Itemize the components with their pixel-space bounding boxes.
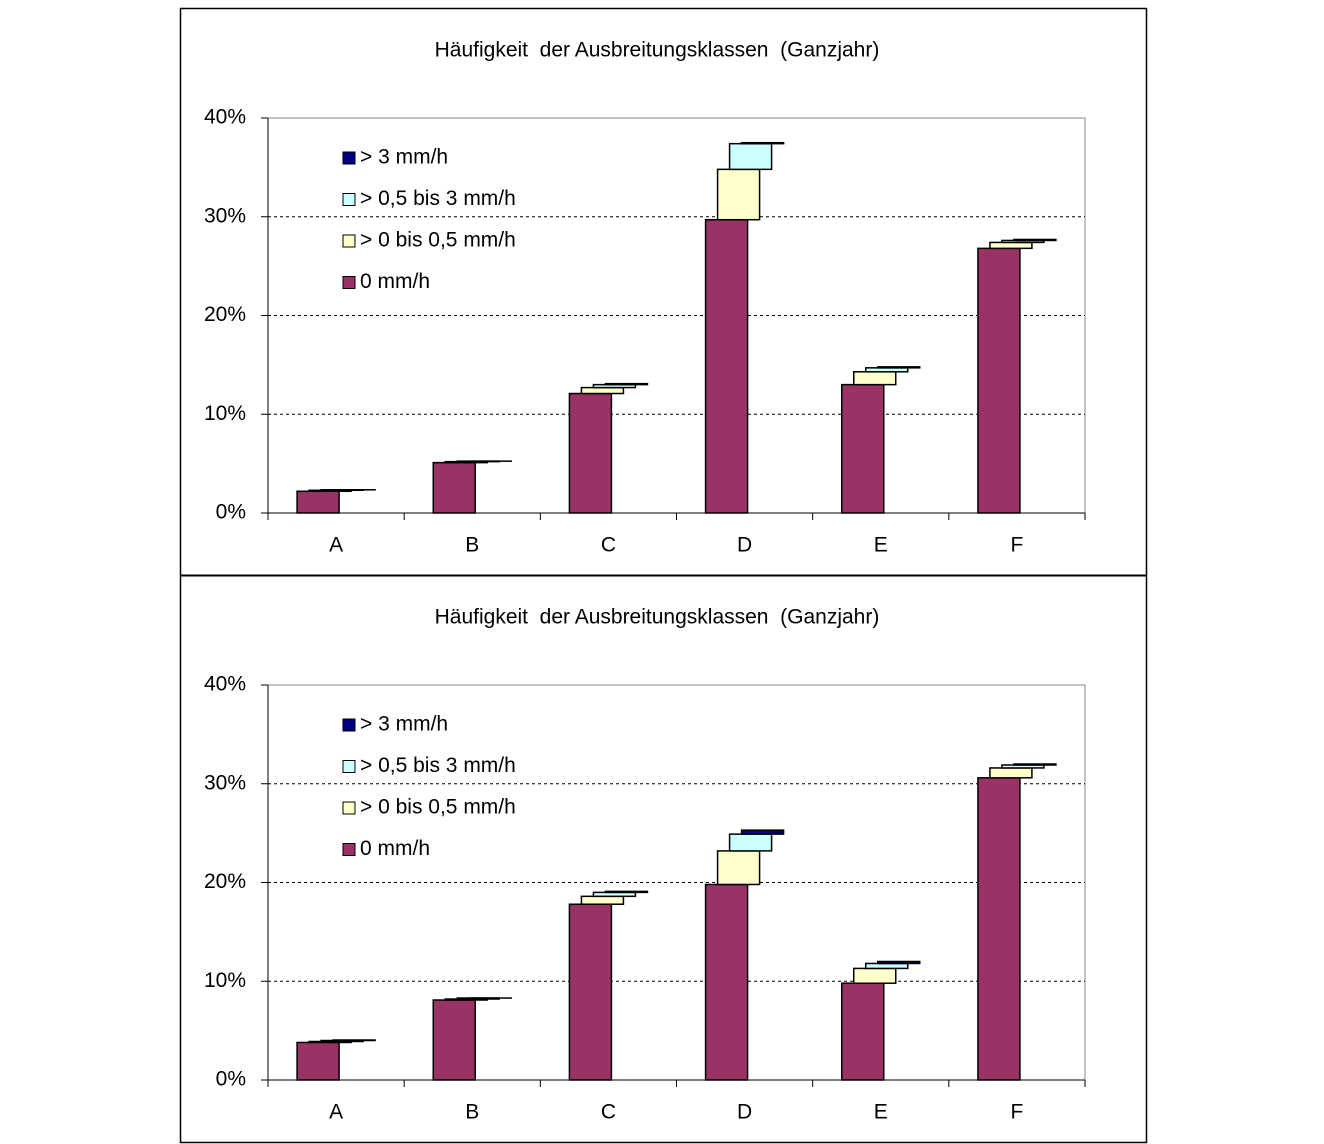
bar-segment <box>296 490 340 514</box>
legend-swatch <box>342 276 356 289</box>
x-tick-label: E <box>874 534 888 557</box>
y-tick-label: 0% <box>216 1068 246 1091</box>
y-tick-label: 20% <box>204 303 246 326</box>
bar-segment <box>877 960 921 965</box>
y-tick-label: 40% <box>204 673 246 696</box>
legend-label: > 0,5 bis 3 mm/h <box>360 187 516 210</box>
y-tick-label: 30% <box>204 771 246 794</box>
bar-segment <box>296 1041 340 1081</box>
chart-title: Häufigkeit der Ausbreitungsklassen (Ganz… <box>435 39 880 62</box>
y-tick-label: 0% <box>216 501 246 524</box>
bar-segment <box>853 967 897 984</box>
bar-segment <box>841 383 885 514</box>
x-tick-label: B <box>465 534 479 557</box>
bar-segment <box>716 850 761 886</box>
y-tick-label: 10% <box>204 969 246 992</box>
bar-segment <box>853 371 897 386</box>
bar-segment <box>977 777 1021 1081</box>
bar-segment <box>728 142 773 171</box>
bar-segment <box>716 168 761 221</box>
bar-segment <box>432 461 476 514</box>
legend-swatch <box>342 843 356 856</box>
x-tick-label: F <box>1011 534 1024 557</box>
x-tick-label: D <box>737 1101 752 1124</box>
y-tick-label: 30% <box>204 204 246 227</box>
bar-segment <box>568 392 613 514</box>
bar-segment <box>604 382 649 386</box>
legend-swatch <box>342 193 356 206</box>
legend-swatch <box>342 151 356 165</box>
bar-segment <box>841 982 885 1081</box>
x-tick-label: E <box>874 1101 888 1124</box>
legend-swatch <box>342 718 356 732</box>
legend-label: > 3 mm/h <box>360 146 448 169</box>
bar-segment <box>989 241 1033 250</box>
legend-label: 0 mm/h <box>360 270 430 293</box>
x-tick-label: C <box>601 534 616 557</box>
bar-segment <box>704 883 749 1081</box>
x-tick-label: D <box>737 534 752 557</box>
bar-segment <box>580 386 625 395</box>
y-tick-label: 20% <box>204 870 246 893</box>
y-tick-label: 40% <box>204 106 246 129</box>
legend-label: > 0 bis 0,5 mm/h <box>360 796 516 819</box>
legend-swatch <box>342 760 356 773</box>
legend-label: > 0 bis 0,5 mm/h <box>360 229 516 252</box>
legend-swatch <box>342 801 356 815</box>
bar-segment <box>728 833 773 852</box>
y-tick-label: 10% <box>204 402 246 425</box>
bar-segment <box>1013 763 1057 766</box>
x-tick-label: B <box>465 1101 479 1124</box>
bar-segment <box>740 141 785 145</box>
legend-label: 0 mm/h <box>360 837 430 860</box>
bar-segment <box>432 999 476 1081</box>
bar-segment <box>604 890 649 894</box>
legend-swatch <box>342 234 356 248</box>
x-tick-label: A <box>329 534 343 557</box>
legend-label: > 3 mm/h <box>360 713 448 736</box>
bar-segment <box>580 895 625 905</box>
bar-segment <box>704 218 749 514</box>
x-tick-label: C <box>601 1101 616 1124</box>
bar-segment <box>989 767 1033 779</box>
chart-title: Häufigkeit der Ausbreitungsklassen (Ganz… <box>435 606 880 629</box>
bar-segment <box>740 829 785 835</box>
legend-label: > 0,5 bis 3 mm/h <box>360 754 516 777</box>
bar-segment <box>977 247 1021 514</box>
x-tick-label: F <box>1011 1101 1024 1124</box>
bar-segment <box>1013 238 1057 242</box>
x-tick-label: A <box>329 1101 343 1124</box>
bar-segment <box>877 366 921 369</box>
bar-segment <box>568 903 613 1081</box>
